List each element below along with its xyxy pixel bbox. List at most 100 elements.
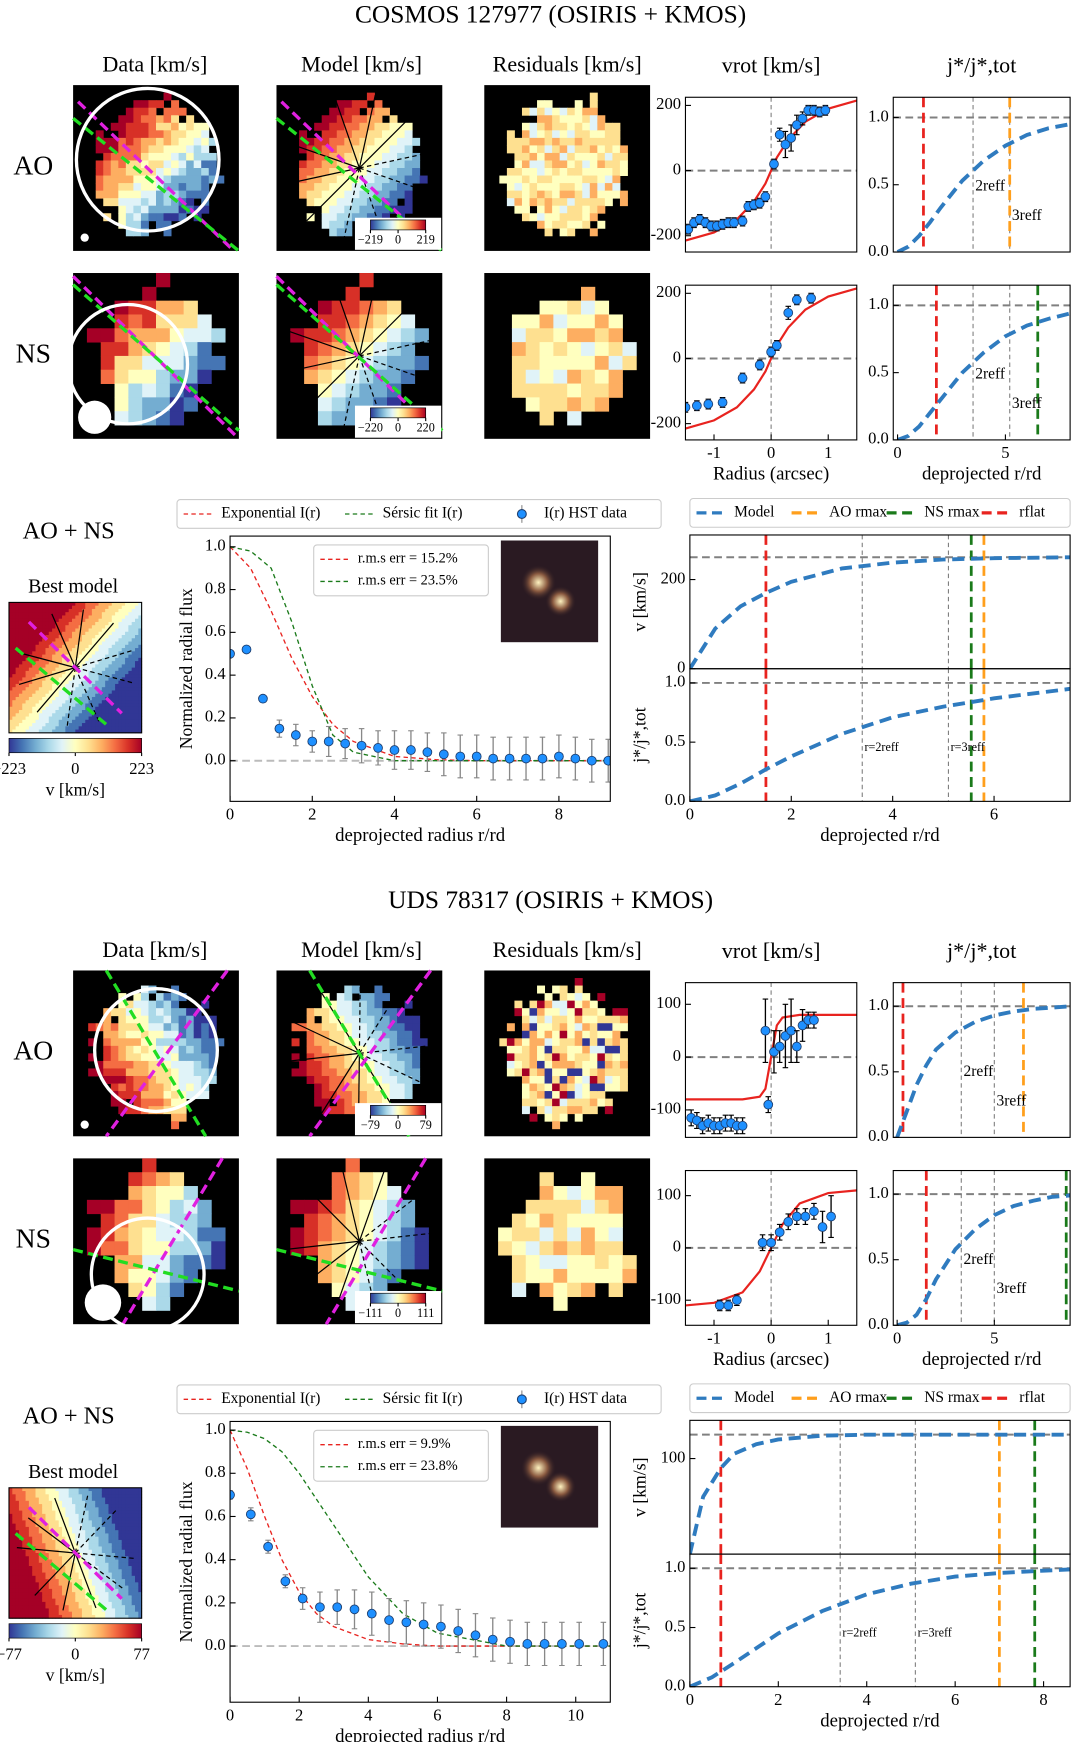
map-pixel xyxy=(8,657,13,662)
map-pixel xyxy=(18,1543,23,1547)
map-pixel xyxy=(25,716,30,721)
map-pixel xyxy=(351,137,360,146)
map-pixel xyxy=(55,1494,60,1498)
map-pixel xyxy=(65,716,70,721)
map-pixel xyxy=(91,651,96,656)
map-pixel xyxy=(12,661,17,665)
map-pixel xyxy=(529,160,538,169)
map-pixel xyxy=(8,1491,13,1495)
map-pixel xyxy=(345,1172,360,1187)
map-pixel xyxy=(48,644,53,649)
map-pixel xyxy=(148,1045,157,1054)
map-pixel xyxy=(567,168,576,176)
map-pixel xyxy=(103,168,112,176)
map-pixel xyxy=(98,713,103,717)
map-pixel xyxy=(75,1491,80,1495)
map-pixel xyxy=(58,667,63,672)
map-pixel xyxy=(178,1106,187,1115)
map-pixel xyxy=(18,1559,23,1564)
map-pixel xyxy=(171,175,180,184)
map-pixel xyxy=(8,1595,13,1600)
map-pixel xyxy=(28,618,33,623)
map-pixel xyxy=(62,713,66,717)
map-pixel xyxy=(38,1556,43,1560)
map-pixel xyxy=(78,1572,83,1577)
map-pixel xyxy=(131,657,136,662)
map-pixel xyxy=(32,1611,36,1616)
map-pixel xyxy=(95,1546,99,1551)
map-pixel xyxy=(148,1015,157,1024)
map-pixel xyxy=(38,680,43,685)
map-pixel xyxy=(105,605,109,610)
map-pixel xyxy=(133,1008,142,1017)
map-pixel xyxy=(22,1595,27,1600)
map-pixel xyxy=(131,677,136,682)
map-pixel xyxy=(15,1491,20,1495)
map-pixel xyxy=(15,1608,20,1613)
map-pixel xyxy=(85,729,90,734)
map-pixel xyxy=(208,1030,217,1039)
map-pixel xyxy=(38,719,43,724)
map-pixel xyxy=(111,667,116,672)
map-pixel xyxy=(35,661,40,665)
map-pixel xyxy=(78,1500,83,1505)
map-pixel xyxy=(42,618,46,623)
map-pixel xyxy=(28,1562,33,1567)
map-pixel xyxy=(98,605,103,610)
map-pixel xyxy=(101,667,106,672)
map-pixel xyxy=(48,719,53,724)
map-pixel xyxy=(131,710,136,714)
map-pixel xyxy=(552,1060,561,1069)
map-pixel xyxy=(559,1015,568,1024)
map-pixel xyxy=(133,160,142,169)
map-pixel xyxy=(48,657,53,662)
map-pixel xyxy=(125,175,134,184)
map-pixel xyxy=(345,1199,360,1215)
map-pixel xyxy=(65,1601,70,1606)
map-pixel xyxy=(589,137,598,146)
map-pixel xyxy=(18,608,23,613)
data-point xyxy=(504,753,515,764)
map-pixel xyxy=(58,1530,63,1534)
map-pixel xyxy=(208,1015,217,1024)
map-pixel xyxy=(169,411,185,426)
map-pixel xyxy=(138,687,143,691)
map-pixel xyxy=(75,1546,80,1551)
map-pixel xyxy=(15,1605,20,1609)
map-pixel xyxy=(62,1582,66,1587)
map-pixel xyxy=(55,1517,60,1521)
map-pixel xyxy=(81,1497,86,1502)
map-pixel xyxy=(62,1533,66,1538)
map-pixel xyxy=(125,723,129,727)
map-pixel xyxy=(121,693,126,698)
map-pixel xyxy=(12,1559,17,1564)
map-pixel xyxy=(25,1530,30,1534)
map-pixel xyxy=(52,670,56,675)
map-pixel xyxy=(128,674,133,678)
map-pixel xyxy=(148,152,157,161)
map-pixel xyxy=(544,228,553,237)
data-point xyxy=(760,191,771,202)
map-pixel xyxy=(125,220,134,229)
map-pixel xyxy=(55,608,60,613)
axis-line xyxy=(308,969,433,1138)
map-pixel xyxy=(366,198,375,207)
map-pixel xyxy=(589,1075,598,1084)
map-pixel xyxy=(65,1569,70,1573)
map-pixel xyxy=(12,1588,17,1593)
map-pixel xyxy=(52,1592,56,1596)
map-pixel xyxy=(35,1592,40,1596)
map-pixel xyxy=(111,602,116,607)
map-pixel xyxy=(22,729,27,734)
map-pixel xyxy=(68,716,73,721)
map-pixel xyxy=(193,145,202,154)
map-pixel xyxy=(321,1083,330,1092)
map-pixel xyxy=(68,1530,73,1534)
map-pixel xyxy=(589,107,598,116)
map-pixel xyxy=(622,1255,637,1270)
map-pixel xyxy=(38,1579,43,1583)
map-pixel xyxy=(567,1091,576,1100)
map-pixel xyxy=(128,690,133,695)
map-pixel xyxy=(62,1559,66,1564)
map-pixel xyxy=(582,175,591,184)
